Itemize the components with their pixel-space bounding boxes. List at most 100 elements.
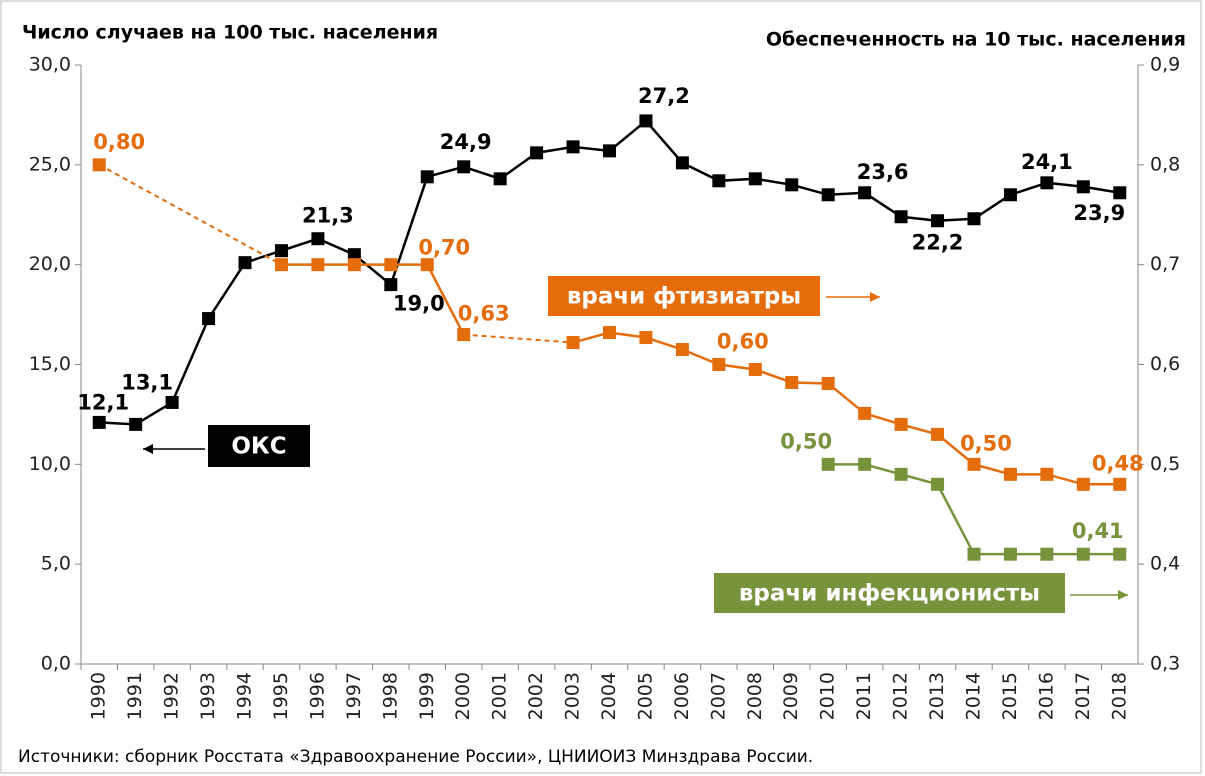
marker (530, 146, 544, 160)
marker (92, 415, 106, 429)
legend-arrowhead (143, 444, 153, 454)
x-tick-label: 2009 (780, 672, 802, 720)
marker (1076, 477, 1090, 491)
marker (384, 258, 398, 272)
marker (931, 477, 945, 491)
x-tick-label: 1991 (124, 672, 146, 720)
y-tick-label: 30,0 (29, 54, 71, 76)
marker (1040, 176, 1054, 190)
marker (311, 232, 325, 246)
x-tick-label: 2007 (707, 672, 729, 720)
x-tick-label: 1993 (197, 672, 219, 720)
marker (1040, 547, 1054, 561)
y2-tick-label: 0,3 (1150, 653, 1180, 675)
marker (457, 160, 471, 174)
x-tick-label: 1990 (88, 672, 110, 720)
marker (311, 258, 325, 272)
x-tick-label: 2001 (489, 672, 511, 720)
marker (457, 328, 471, 342)
y2-tick-label: 0,7 (1150, 253, 1180, 275)
legend-box (208, 425, 310, 467)
marker (639, 331, 653, 345)
value-label: 24,1 (1021, 150, 1073, 174)
marker (748, 362, 762, 376)
x-tick-label: 2015 (999, 672, 1021, 720)
value-label: 0,48 (1092, 451, 1144, 475)
marker (274, 258, 288, 272)
legend-label: врачи инфекционисты (739, 581, 1040, 607)
y-tick-label: 25,0 (29, 153, 71, 175)
x-tick-label: 2004 (598, 672, 620, 720)
marker (1003, 188, 1017, 202)
marker (603, 326, 616, 340)
marker (165, 395, 179, 409)
marker (420, 258, 434, 272)
value-label: 0,80 (93, 130, 145, 154)
x-tick-label: 2006 (671, 672, 693, 720)
marker (894, 467, 908, 481)
marker (894, 417, 908, 431)
legend-label: врачи фтизиатры (567, 284, 801, 310)
value-label: 24,9 (440, 130, 492, 154)
marker (639, 114, 653, 128)
marker (202, 312, 216, 326)
x-tick-label: 2003 (562, 672, 584, 720)
x-tick-label: 1994 (234, 672, 256, 720)
marker (785, 375, 799, 389)
marker (821, 188, 835, 202)
series-line (572, 331, 1120, 486)
marker (566, 140, 580, 154)
marker (1040, 467, 1054, 481)
marker (1113, 186, 1127, 200)
x-tick-label: 2018 (1108, 672, 1130, 720)
x-tick-label: 2017 (1072, 672, 1094, 720)
marker (931, 214, 945, 228)
value-label: 0,50 (780, 429, 832, 453)
legend-arrowhead (870, 292, 880, 302)
marker (967, 457, 981, 471)
value-label: 22,2 (912, 231, 964, 255)
x-tick-label: 2016 (1035, 672, 1057, 720)
gap-connector (463, 333, 574, 344)
y2-tick-label: 0,8 (1150, 153, 1180, 175)
marker (712, 358, 726, 371)
source: Источники: сборник Росстата «Здравоохран… (18, 747, 813, 767)
gap-connector (98, 163, 282, 266)
x-tick-label: 1992 (161, 672, 183, 720)
marker (566, 336, 580, 350)
y2-tick-label: 0,5 (1150, 453, 1180, 475)
value-label: 12,1 (77, 390, 129, 414)
y-axis-title: Число случаев на 100 тыс. населения (22, 22, 438, 44)
marker (92, 158, 106, 172)
marker (821, 457, 835, 471)
marker (603, 144, 616, 158)
marker (858, 406, 872, 420)
marker (384, 278, 398, 292)
marker (129, 417, 143, 431)
marker (675, 156, 689, 170)
marker (931, 427, 945, 441)
marker (493, 172, 507, 186)
marker (1003, 467, 1017, 481)
x-tick-label: 1997 (343, 672, 365, 720)
x-tick-label: 2014 (962, 672, 984, 720)
x-tick-label: 1998 (379, 672, 401, 720)
marker (1113, 477, 1127, 491)
marker (894, 210, 908, 224)
marker (274, 244, 288, 258)
value-label: 0,50 (960, 431, 1012, 455)
value-label: 19,0 (393, 292, 445, 316)
x-tick-label: 2011 (853, 672, 875, 720)
marker (785, 178, 799, 192)
x-tick-label: 1996 (306, 672, 328, 720)
marker (748, 172, 762, 186)
value-label: 23,9 (1073, 201, 1125, 225)
marker (238, 256, 252, 270)
value-label: 0,63 (458, 302, 510, 326)
marker (712, 174, 726, 188)
marker (858, 457, 872, 471)
x-tick-label: 2013 (926, 672, 948, 720)
legend-label: ОКС (231, 434, 286, 460)
